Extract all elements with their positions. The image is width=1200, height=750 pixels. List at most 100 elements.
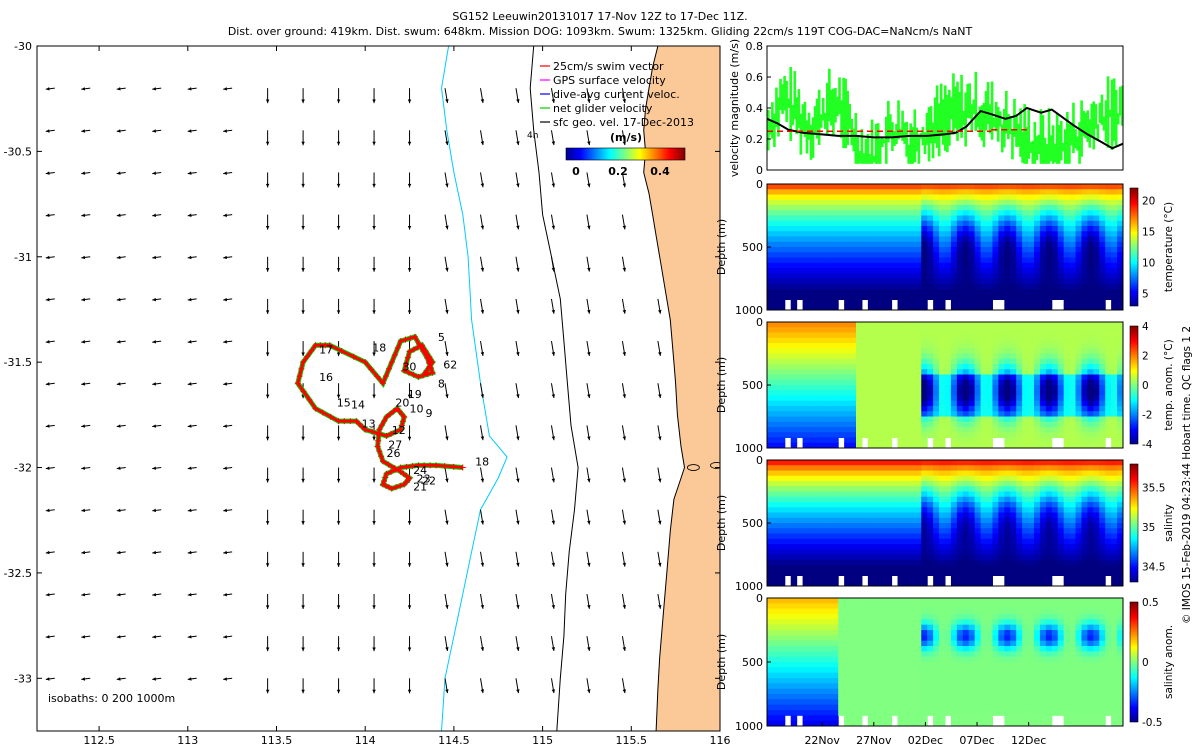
section-cell: [915, 327, 922, 333]
section-cell: [1045, 400, 1053, 407]
map-xtick-label: 112.5: [83, 734, 115, 747]
section-cell: [1045, 268, 1053, 274]
section-cell: [1004, 528, 1011, 534]
section-cell: [1051, 194, 1059, 201]
section-cell: [790, 205, 798, 211]
section-cell: [1010, 278, 1017, 285]
velocity-bar: [895, 123, 898, 144]
geo-vel-arrowhead: [372, 394, 376, 399]
velocity-bar: [769, 121, 772, 135]
section-cell: [1028, 533, 1035, 540]
section-cell: [1034, 570, 1041, 576]
section-cell: [873, 348, 881, 354]
geo-vel-arrowhead: [407, 436, 412, 441]
section-cell: [814, 517, 821, 524]
section-cell: [885, 406, 893, 412]
section-cell: [790, 475, 798, 482]
section-cell: [861, 554, 869, 561]
section-cell: [1022, 369, 1029, 375]
section-cell: [962, 322, 970, 328]
section-cell: [856, 442, 863, 449]
section-cell: [873, 199, 881, 206]
section-cell: [838, 374, 845, 381]
section-cell: [767, 416, 774, 423]
section-cell: [784, 481, 792, 487]
section-cell: [1087, 343, 1094, 349]
section-cell: [1087, 374, 1094, 381]
section-cell: [767, 544, 774, 550]
geo-vel-arrowhead: [336, 647, 341, 652]
section-cell: [1063, 289, 1071, 295]
section-cell: [980, 304, 988, 311]
section-cell: [1045, 220, 1053, 227]
section-cell: [1117, 442, 1124, 449]
section-cell: [1051, 385, 1059, 391]
section-cell: [802, 502, 810, 508]
velocity-bar: [929, 106, 933, 144]
section-cell: [796, 226, 804, 232]
geo-vel-arrowhead: [336, 689, 341, 694]
section-cell: [939, 437, 946, 444]
section-cell: [832, 231, 839, 237]
section-cell: [790, 299, 798, 306]
section-cell: [1105, 199, 1112, 206]
section-cell: [1069, 299, 1077, 306]
section-cell: [1081, 241, 1088, 248]
section-cell: [974, 374, 982, 381]
section-cell: [861, 432, 869, 438]
section-cell: [879, 427, 887, 433]
section-cell: [844, 496, 851, 503]
geo-vel-arrowhead: [45, 592, 50, 597]
section-cell: [1117, 194, 1124, 201]
section-cell: [1004, 570, 1011, 576]
velocity-bar: [874, 123, 878, 164]
section-cell: [1051, 570, 1059, 576]
section-ylabel: Depth (m): [715, 219, 728, 275]
section-cell: [968, 289, 976, 295]
section-cell: [844, 278, 851, 285]
geo-vel-arrowhead: [445, 478, 449, 483]
section-cell: [933, 304, 940, 311]
section-cell: [921, 502, 928, 508]
section-cell: [974, 226, 982, 232]
section-cell: [915, 460, 922, 466]
geo-vel-arrowhead: [187, 87, 192, 91]
section-cell: [802, 226, 810, 232]
track-marker: [338, 348, 345, 355]
section-cell: [802, 416, 810, 423]
section-cell: [772, 241, 780, 248]
section-cell: [1075, 374, 1082, 381]
section-cell: [1057, 268, 1065, 274]
section-cell: [992, 416, 999, 423]
section-cell: [1016, 278, 1023, 285]
section-cell: [968, 528, 976, 534]
section-cell: [974, 523, 982, 529]
section-cell: [1093, 278, 1100, 285]
section-cell: [844, 299, 851, 306]
section-cell: [784, 220, 792, 227]
section-cell: [939, 332, 946, 339]
section-cell: [1051, 481, 1059, 487]
geo-vel-arrowhead: [45, 382, 50, 386]
section-cell: [1063, 231, 1071, 237]
section-cell: [1051, 322, 1059, 328]
section-cell: [1051, 460, 1059, 466]
section-cell: [1022, 416, 1029, 423]
section-cell: [850, 475, 857, 482]
section-cell: [1075, 364, 1082, 370]
geo-vel-arrowhead: [480, 183, 485, 188]
section-cell: [956, 231, 964, 237]
section-cell: [992, 385, 999, 391]
section-cell: [921, 390, 928, 396]
section-cell: [879, 358, 887, 365]
section-cell: [1057, 199, 1065, 206]
section-cell: [826, 374, 833, 381]
section-cell: [956, 337, 964, 344]
geo-vel-arrowhead: [587, 225, 591, 230]
section-cell: [850, 220, 857, 227]
section-cell: [1069, 304, 1077, 311]
section-cell: [921, 575, 928, 582]
section-cell: [891, 220, 899, 227]
section-cell: [820, 470, 827, 477]
section-cell: [1004, 215, 1011, 222]
